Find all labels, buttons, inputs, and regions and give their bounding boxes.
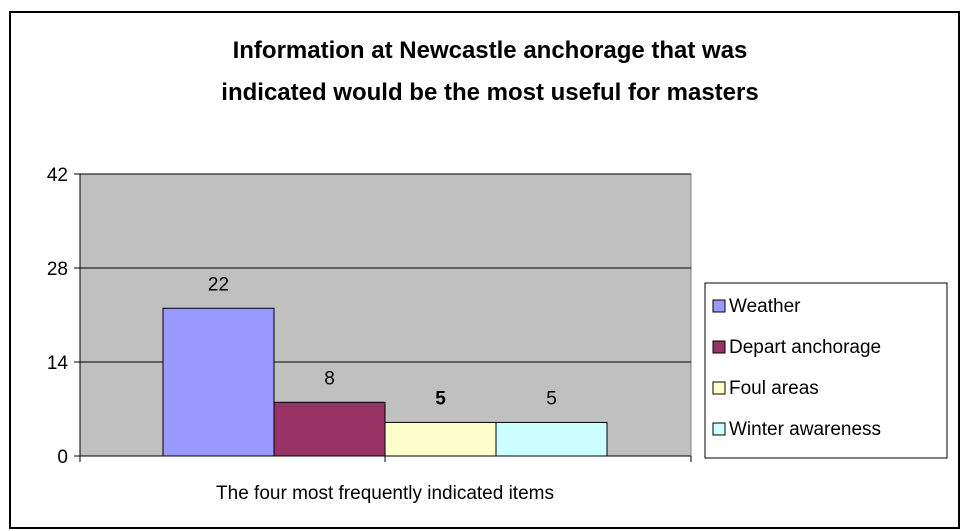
legend: Weather Depart anchorage Foul areas Winter … [712,296,881,440]
x-axis-label: The four most frequently indicated items [216,483,554,504]
legend-swatch-foul-areas [712,381,726,395]
bar-value-label: 5 [435,388,446,409]
legend-label-weather: Weather [729,296,801,317]
y-tick-label: 42 [47,165,68,186]
bar-value-label: 22 [208,274,229,295]
legend-swatch-weather [712,299,726,313]
legend-label-depart-anchorage: Depart anchorage [729,337,881,358]
bar-value-label: 5 [546,388,557,409]
bar-foul-areas [384,421,497,457]
bar-value-label: 8 [324,368,335,389]
bar-weather [162,307,275,457]
chart-title-line-2: indicated would be the most useful for m… [221,79,758,106]
y-tick-label: 0 [57,447,68,468]
chart-title-line-1: Information at Newcastle anchorage that … [233,37,748,64]
legend-label-foul-areas: Foul areas [729,378,819,399]
bars [162,307,608,457]
y-tick-label: 14 [47,353,69,374]
legend-label-winter-awareness: Winter awareness [729,419,881,440]
bar-depart-anchorage [273,401,386,457]
bar-winter-awareness [495,421,608,457]
legend-swatch-winter-awareness [712,422,726,436]
y-axis-ticks: 0 14 28 42 [47,165,692,468]
legend-swatch-depart-anchorage [712,340,726,354]
legend-box [704,282,948,459]
y-tick-label: 28 [47,259,68,280]
bar-labels: 22 8 5 5 [208,274,557,409]
